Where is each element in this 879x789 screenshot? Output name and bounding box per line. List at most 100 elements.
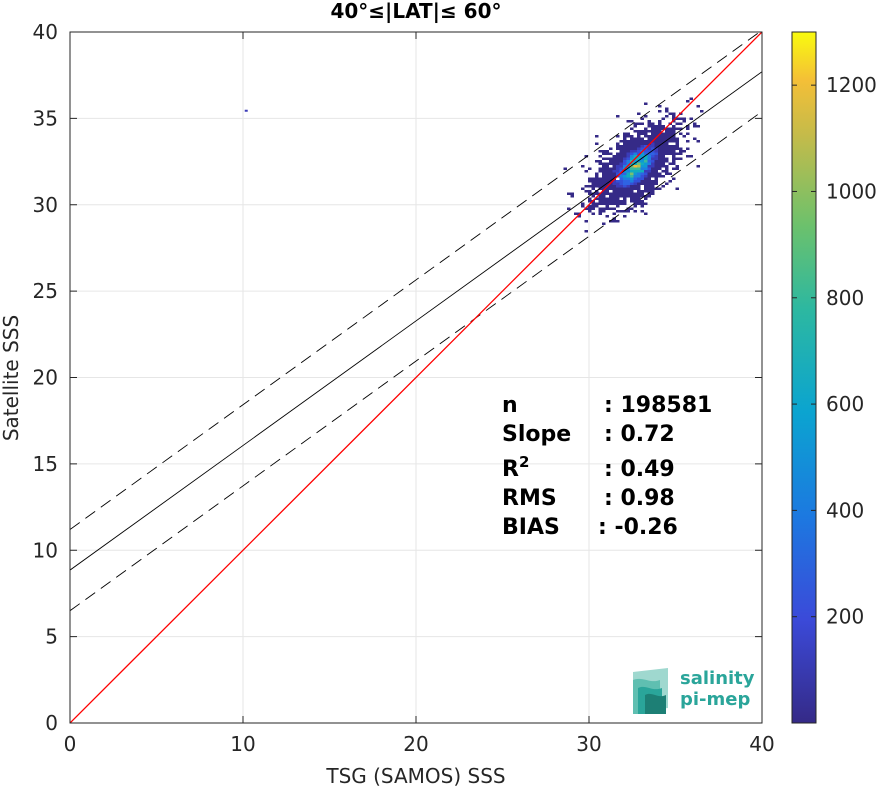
density-cell bbox=[637, 147, 641, 150]
density-cell bbox=[612, 190, 616, 193]
density-cell bbox=[640, 205, 644, 208]
density-cell bbox=[602, 195, 606, 198]
density-cell bbox=[665, 140, 669, 143]
density-cell bbox=[654, 167, 658, 170]
colorbar-ticks: 200 400 600 800 1000 1200 bbox=[792, 73, 877, 629]
density-cell bbox=[679, 122, 683, 125]
density-cell bbox=[672, 115, 676, 118]
density-cell bbox=[640, 172, 644, 175]
density-cell bbox=[665, 127, 669, 130]
density-cell bbox=[672, 147, 676, 150]
density-cell bbox=[616, 165, 620, 168]
density-cell bbox=[686, 125, 690, 128]
density-cell bbox=[654, 182, 658, 185]
density-cell bbox=[626, 152, 630, 155]
density-cell bbox=[605, 162, 609, 165]
density-cell bbox=[679, 147, 683, 150]
density-cell bbox=[619, 177, 623, 180]
density-cell bbox=[651, 165, 655, 168]
density-cell bbox=[654, 170, 658, 173]
density-cell bbox=[644, 167, 648, 170]
density-cell bbox=[605, 170, 609, 173]
density-cell bbox=[623, 135, 627, 138]
density-cell bbox=[605, 187, 609, 190]
density-cell bbox=[661, 127, 665, 130]
density-cell bbox=[661, 140, 665, 143]
density-cell bbox=[577, 215, 581, 218]
density-cell bbox=[626, 187, 630, 190]
density-cell bbox=[630, 192, 634, 195]
density-cell bbox=[626, 175, 630, 178]
density-cell-core bbox=[626, 170, 630, 173]
density-cell bbox=[616, 180, 620, 183]
x-tick-label-4: 40 bbox=[749, 732, 774, 756]
density-cell bbox=[633, 162, 637, 165]
colorbar-tick-label-2: 600 bbox=[826, 392, 864, 416]
density-cell bbox=[633, 130, 637, 133]
density-cell bbox=[675, 152, 679, 155]
fit-line bbox=[70, 71, 762, 571]
density-cell bbox=[602, 202, 606, 205]
density-cell bbox=[633, 205, 637, 208]
density-cell bbox=[626, 157, 630, 160]
density-cell bbox=[693, 137, 697, 140]
density-cell bbox=[644, 197, 648, 200]
x-tick-label-2: 20 bbox=[403, 732, 428, 756]
density-cell bbox=[623, 170, 627, 173]
density-cell bbox=[616, 160, 620, 163]
density-cell bbox=[633, 172, 637, 175]
density-cell bbox=[626, 207, 630, 210]
density-cell bbox=[626, 177, 630, 180]
density-cell bbox=[672, 157, 676, 160]
density-cell bbox=[619, 147, 623, 150]
density-cell bbox=[672, 132, 676, 135]
density-cell bbox=[640, 122, 644, 125]
density-cell bbox=[651, 152, 655, 155]
density-cell bbox=[598, 185, 602, 188]
density-cell bbox=[612, 175, 616, 178]
density-cell bbox=[654, 187, 658, 190]
density-cell bbox=[661, 185, 665, 188]
density-cell bbox=[640, 162, 644, 165]
density-cell bbox=[623, 145, 627, 148]
density-cell bbox=[647, 187, 651, 190]
density-cell bbox=[651, 122, 655, 125]
density-cell bbox=[675, 142, 679, 145]
density-cell bbox=[588, 207, 592, 210]
density-cell bbox=[700, 110, 704, 113]
density-cell bbox=[602, 207, 606, 210]
density-cell-core bbox=[640, 160, 644, 163]
stat-label-1: Slope bbox=[502, 422, 571, 447]
density-cell bbox=[598, 180, 602, 183]
density-cell bbox=[595, 197, 599, 200]
density-cell bbox=[658, 175, 662, 178]
density-cell bbox=[616, 172, 620, 175]
density-cell bbox=[647, 137, 651, 140]
density-cell bbox=[675, 137, 679, 140]
density-cell bbox=[616, 185, 620, 188]
density-cell bbox=[623, 142, 627, 145]
density-cell bbox=[640, 190, 644, 193]
density-cell bbox=[598, 195, 602, 198]
density-cell bbox=[640, 140, 644, 143]
density-cell bbox=[651, 167, 655, 170]
density-cell bbox=[637, 185, 641, 188]
x-tick-label-3: 30 bbox=[576, 732, 601, 756]
density-cell bbox=[605, 175, 609, 178]
density-cell bbox=[665, 107, 669, 110]
density-cell bbox=[654, 132, 658, 135]
density-cell bbox=[686, 140, 690, 143]
density-cell bbox=[647, 162, 651, 165]
density-cell bbox=[658, 105, 662, 108]
density-cell bbox=[623, 132, 627, 135]
density-cell bbox=[675, 127, 679, 130]
density-cell bbox=[672, 135, 676, 138]
density-cell bbox=[661, 160, 665, 163]
density-cell bbox=[647, 177, 651, 180]
density-cell bbox=[612, 162, 616, 165]
density-cell bbox=[675, 147, 679, 150]
density-cell bbox=[598, 200, 602, 203]
density-cell bbox=[623, 177, 627, 180]
density-cell bbox=[630, 120, 634, 123]
